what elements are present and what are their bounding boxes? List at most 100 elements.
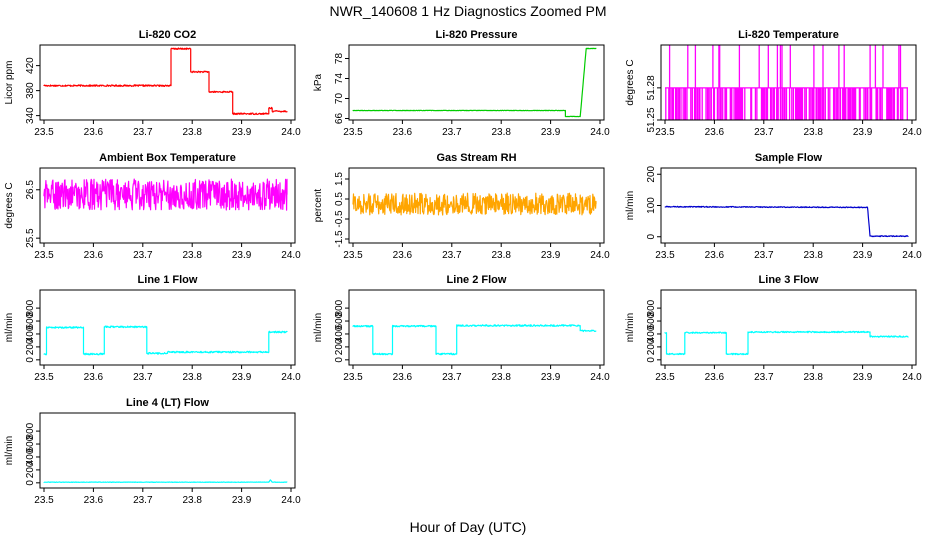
panel-line-4-lt-flow-frame	[39, 412, 296, 489]
x-tick-label: 23.8	[182, 250, 202, 261]
y-tick-label: 420	[25, 57, 36, 74]
panel-line-1-flow-series	[43, 325, 288, 356]
y-tick-label: 78	[334, 53, 345, 65]
x-tick-label: 23.5	[343, 250, 363, 261]
panel-sample-flow-series	[664, 205, 909, 238]
panel-li-820-temperature-title: Li-820 Temperature	[738, 29, 839, 41]
y-tick-label: 0	[25, 480, 36, 486]
panel-ambient-box-temperature-trace	[43, 178, 288, 211]
panel-sample-flow-y-axis: 0 100 200	[646, 165, 661, 240]
panel-line-2-flow-frame	[348, 289, 605, 366]
panel-line-3-flow-trace	[664, 330, 909, 356]
y-tick-label: 800	[25, 422, 36, 439]
x-tick-label: 24.0	[590, 250, 610, 261]
x-tick-label: 23.5	[655, 372, 675, 383]
panel-line-4-lt-flow-x-axis: 23.5 23.6 23.7 23.8 23.9 24.0	[34, 488, 301, 506]
panel-line-2-flow-x-axis: 23.5 23.6 23.7 23.8 23.9 24.0	[343, 365, 610, 383]
panel-li-820-pressure-trace	[352, 47, 597, 118]
x-tick-label: 23.7	[133, 250, 153, 261]
x-tick-label: 23.6	[705, 250, 725, 261]
y-tick-label: 400	[25, 325, 36, 342]
x-tick-label: 23.7	[133, 127, 153, 138]
panel-gas-stream-rh: Gas Stream RH 23.5 23.6 23.7 23.8 23.9 24.0 -1.…	[313, 152, 610, 261]
y-tick-label: 51.28	[646, 75, 657, 100]
x-tick-label: 23.7	[442, 127, 462, 138]
y-tick-label: 600	[25, 312, 36, 329]
y-tick-label: 800	[25, 299, 36, 316]
panel-line-2-flow: Line 2 Flow 23.5 23.6 23.7 23.8 23.9 24.0 0 2004…	[313, 274, 610, 383]
panel-ambient-box-temperature-y-axis: 25.5 26.5	[25, 180, 40, 248]
x-tick-label: 23.8	[491, 127, 511, 138]
panel-line-1-flow-title: Line 1 Flow	[138, 274, 198, 286]
x-tick-label: 23.5	[34, 250, 54, 261]
x-tick-label: 23.8	[182, 495, 202, 506]
panel-li-820-pressure-frame	[348, 44, 605, 121]
panel-line-2-flow-title: Line 2 Flow	[447, 274, 507, 286]
panel-sample-flow: Sample Flow 23.5 23.6 23.7 23.8 23.9 24.0 0 100 2…	[625, 152, 922, 261]
x-tick-label: 23.9	[541, 127, 561, 138]
y-tick-label: 1.5	[334, 172, 345, 186]
panel-li-820-pressure-x-axis: 23.5 23.6 23.7 23.8 23.9 24.0	[343, 120, 610, 138]
x-tick-label: 23.5	[34, 127, 54, 138]
x-tick-label: 24.0	[590, 127, 610, 138]
panel-ambient-box-temperature-x-axis: 23.5 23.6 23.7 23.8 23.9 24.0	[34, 243, 301, 261]
panel-line-4-lt-flow-series	[43, 479, 288, 483]
y-tick-label: 600	[25, 435, 36, 452]
x-tick-label: 23.6	[393, 372, 413, 383]
x-tick-label: 23.7	[442, 250, 462, 261]
y-tick-label: 0.5	[334, 192, 345, 206]
y-tick-label: 200	[25, 338, 36, 355]
y-tick-label: 400	[646, 325, 657, 342]
y-tick-label: 26.5	[25, 180, 36, 200]
x-tick-label: 23.8	[803, 127, 823, 138]
panel-line-1-flow-trace	[43, 325, 288, 356]
x-tick-label: 23.9	[541, 372, 561, 383]
panel-line-4-lt-flow: Line 4 (LT) Flow 23.5 23.6 23.7 23.8 23.9 24.0…	[4, 397, 301, 506]
x-tick-label: 23.5	[655, 127, 675, 138]
panel-li-820-pressure-y-axis: 66 70 74 78	[334, 53, 349, 124]
panel-li-820-co2-series	[43, 47, 288, 116]
x-tick-label: 23.5	[34, 372, 54, 383]
panel-gas-stream-rh-x-axis: 23.5 23.6 23.7 23.8 23.9 24.0	[343, 243, 610, 261]
panel-gas-stream-rh-y-axis: -1.5 -0.5 0.5 1.5	[334, 172, 349, 248]
panel-gas-stream-rh-frame	[348, 167, 605, 244]
panel-gas-stream-rh-title: Gas Stream RH	[436, 152, 516, 164]
x-tick-label: 23.9	[853, 250, 873, 261]
x-tick-label: 23.9	[232, 127, 252, 138]
panel-gas-stream-rh-series	[352, 192, 597, 216]
x-tick-label: 23.7	[754, 250, 774, 261]
x-tick-label: 23.6	[705, 127, 725, 138]
panel-sample-flow-trace	[664, 205, 909, 238]
panel-line-1-flow-y-label: ml/min	[4, 313, 15, 342]
panel-li-820-co2-title: Li-820 CO2	[139, 29, 196, 41]
x-tick-label: 24.0	[902, 250, 922, 261]
y-tick-label: 0	[646, 234, 657, 240]
panel-li-820-temperature-x-axis: 23.5 23.6 23.7 23.8 23.9 24.0	[655, 120, 922, 138]
x-tick-label: 24.0	[281, 495, 301, 506]
x-tick-label: 24.0	[590, 372, 610, 383]
panel-li-820-co2-frame	[39, 44, 296, 121]
x-tick-label: 23.9	[541, 250, 561, 261]
y-tick-label: -1.5	[334, 230, 345, 248]
x-tick-label: 23.5	[655, 250, 675, 261]
x-tick-label: 23.9	[232, 495, 252, 506]
y-tick-label: 0	[646, 357, 657, 363]
panel-li-820-co2-x-axis: 23.5 23.6 23.7 23.8 23.9 24.0	[34, 120, 301, 138]
panel-sample-flow-frame	[660, 167, 917, 244]
panel-ambient-box-temperature-frame	[39, 167, 296, 244]
x-tick-label: 23.8	[182, 372, 202, 383]
panel-line-3-flow-series	[664, 330, 909, 356]
panel-gas-stream-rh-y-label: percent	[313, 189, 324, 223]
x-tick-label: 23.8	[491, 372, 511, 383]
x-tick-label: 23.8	[803, 250, 823, 261]
y-tick-label: 400	[334, 325, 345, 342]
y-tick-label: 0	[25, 357, 36, 363]
x-tick-label: 23.5	[343, 372, 363, 383]
panel-li-820-temperature-y-axis: 51.25 51.28	[646, 75, 661, 133]
panel-li-820-pressure-y-label: kPa	[313, 73, 324, 91]
panel-line-3-flow-title: Line 3 Flow	[759, 274, 819, 286]
